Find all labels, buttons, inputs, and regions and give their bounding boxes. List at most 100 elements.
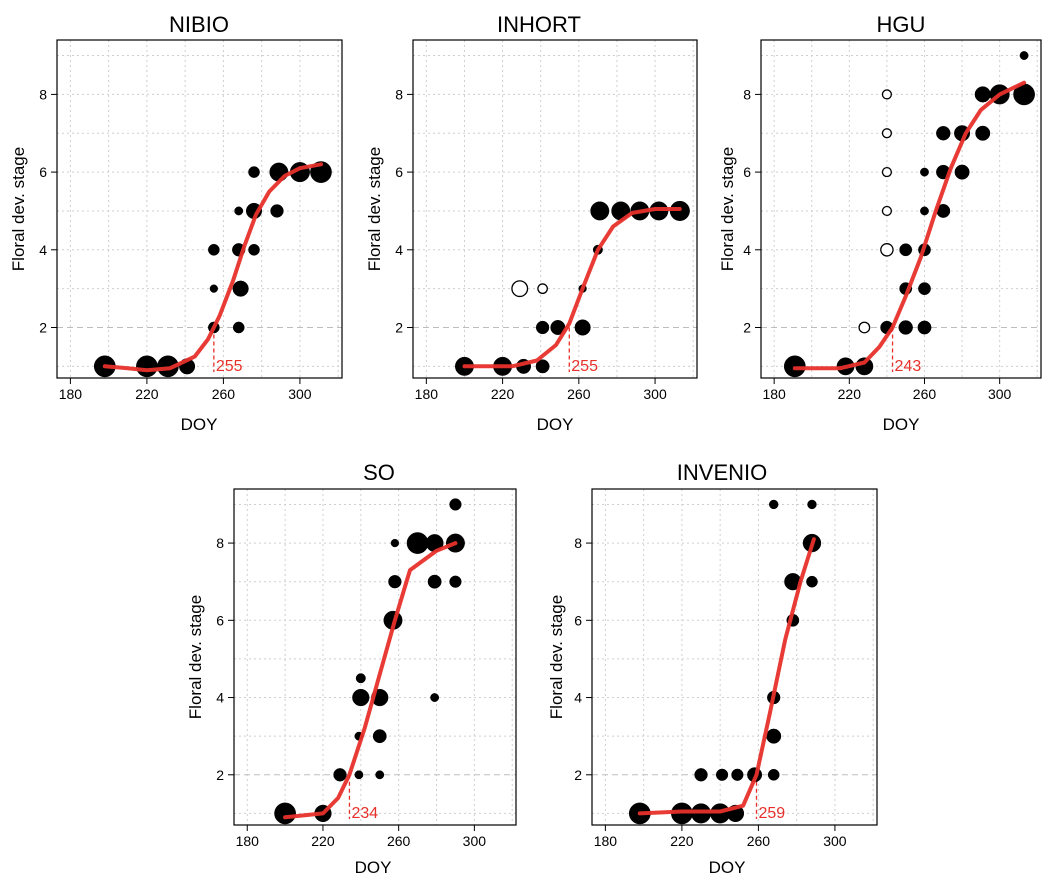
panel-inhort: INHORT DOY Floral dev. stage 255 180 220 26… [355, 0, 700, 440]
y-axis-label: Floral dev. stage [547, 595, 566, 719]
data-point [372, 729, 387, 744]
chart-title: INHORT [497, 12, 581, 37]
x-tick-label: 260 [212, 386, 236, 402]
plot-frame [56, 39, 343, 379]
y-axis-label: Floral dev. stage [186, 595, 205, 719]
y-tick-label: 4 [743, 242, 751, 258]
data-point [936, 126, 951, 141]
data-point [881, 167, 892, 178]
data-point [390, 538, 400, 548]
plot-frame [412, 39, 698, 379]
data-point [881, 89, 892, 100]
x-tick-label: 180 [415, 386, 439, 402]
panel-invenio: INVENIO DOY Floral dev. stage 259 180 220 2… [537, 445, 882, 877]
x-tick-label: 260 [387, 833, 411, 849]
y-tick-label: 4 [395, 242, 403, 258]
chart-svg: NIBIO DOY Floral dev. stage 255 180 220 260… [9, 12, 343, 434]
data-point [208, 243, 220, 256]
data-point [232, 321, 245, 334]
plot-frame [591, 488, 878, 826]
x-tick-label: 300 [823, 833, 847, 849]
y-axis-label: Floral dev. stage [718, 147, 737, 271]
data-point [898, 320, 913, 335]
plot-area: 243 [761, 40, 1041, 378]
data-point [731, 768, 744, 781]
data-point [269, 162, 289, 182]
fitted-curve [283, 541, 458, 820]
y-tick-label: 6 [395, 164, 403, 180]
y-axis-label: Floral dev. stage [9, 147, 28, 271]
onset-label: 255 [571, 358, 598, 375]
y-tick-label: 6 [574, 612, 582, 628]
chart-svg: INVENIO DOY Floral dev. stage 259 180 220 2… [547, 460, 878, 877]
data-point [920, 206, 929, 216]
x-tick-label: 300 [988, 386, 1012, 402]
plot-area: 259 [592, 489, 877, 825]
data-point [715, 768, 729, 781]
data-point [274, 802, 296, 825]
plot-area: 255 [413, 40, 697, 378]
y-tick-label: 8 [216, 535, 224, 551]
x-tick-label: 220 [311, 833, 335, 849]
y-tick-label: 4 [216, 690, 224, 706]
data-point [535, 359, 550, 374]
data-point [388, 575, 402, 589]
onset-label: 259 [758, 805, 785, 822]
data-point [537, 283, 548, 295]
panel-so: SO DOY Floral dev. stage 234 180 220 260 300… [176, 445, 521, 877]
y-tick-label: 2 [216, 767, 224, 783]
data-point [352, 688, 370, 707]
x-axis-label: DOY [709, 858, 746, 877]
x-tick-label: 300 [463, 833, 487, 849]
data-point [232, 280, 249, 297]
x-axis-label: DOY [355, 858, 392, 877]
data-point [355, 673, 366, 684]
data-point [354, 770, 364, 780]
y-tick-label: 2 [395, 319, 403, 335]
fitted-curve [637, 537, 816, 816]
data-point [881, 128, 892, 139]
fitted-curve [102, 162, 323, 373]
data-point [858, 321, 871, 334]
x-tick-label: 180 [594, 833, 618, 849]
data-point [248, 243, 260, 256]
data-point [449, 575, 462, 588]
data-point [535, 320, 550, 335]
data-point [136, 355, 158, 378]
plot-frame [233, 488, 517, 826]
data-point [449, 498, 462, 511]
chart-title: SO [363, 460, 395, 485]
data-point [899, 243, 913, 257]
x-tick-label: 220 [135, 386, 159, 402]
x-tick-label: 180 [762, 386, 786, 402]
x-tick-label: 220 [670, 833, 694, 849]
data-point [918, 282, 931, 296]
chart-title: INVENIO [677, 460, 767, 485]
y-tick-label: 8 [574, 535, 582, 551]
onset-label: 255 [216, 358, 243, 375]
data-point [769, 499, 779, 510]
chart-svg: SO DOY Floral dev. stage 234 180 220 260 300… [186, 460, 517, 877]
x-axis-label: DOY [537, 415, 574, 434]
data-point [974, 86, 991, 103]
x-tick-label: 300 [288, 386, 312, 402]
plot-area: 234 [234, 489, 516, 825]
data-point [375, 770, 385, 780]
y-tick-label: 6 [743, 164, 751, 180]
x-tick-label: 220 [838, 386, 862, 402]
y-tick-label: 2 [743, 319, 751, 335]
y-tick-label: 2 [574, 767, 582, 783]
x-tick-label: 300 [643, 386, 667, 402]
data-point [270, 204, 284, 218]
y-tick-label: 4 [39, 242, 47, 258]
x-tick-label: 220 [491, 386, 515, 402]
x-tick-label: 260 [567, 386, 591, 402]
y-tick-label: 4 [574, 690, 582, 706]
y-tick-label: 6 [216, 612, 224, 628]
data-point [333, 768, 347, 782]
onset-label: 234 [351, 805, 378, 822]
panel-hgu: HGU DOY Floral dev. stage 243 180 220 260 30… [703, 0, 1043, 440]
data-point [234, 206, 244, 216]
x-tick-label: 260 [747, 833, 771, 849]
